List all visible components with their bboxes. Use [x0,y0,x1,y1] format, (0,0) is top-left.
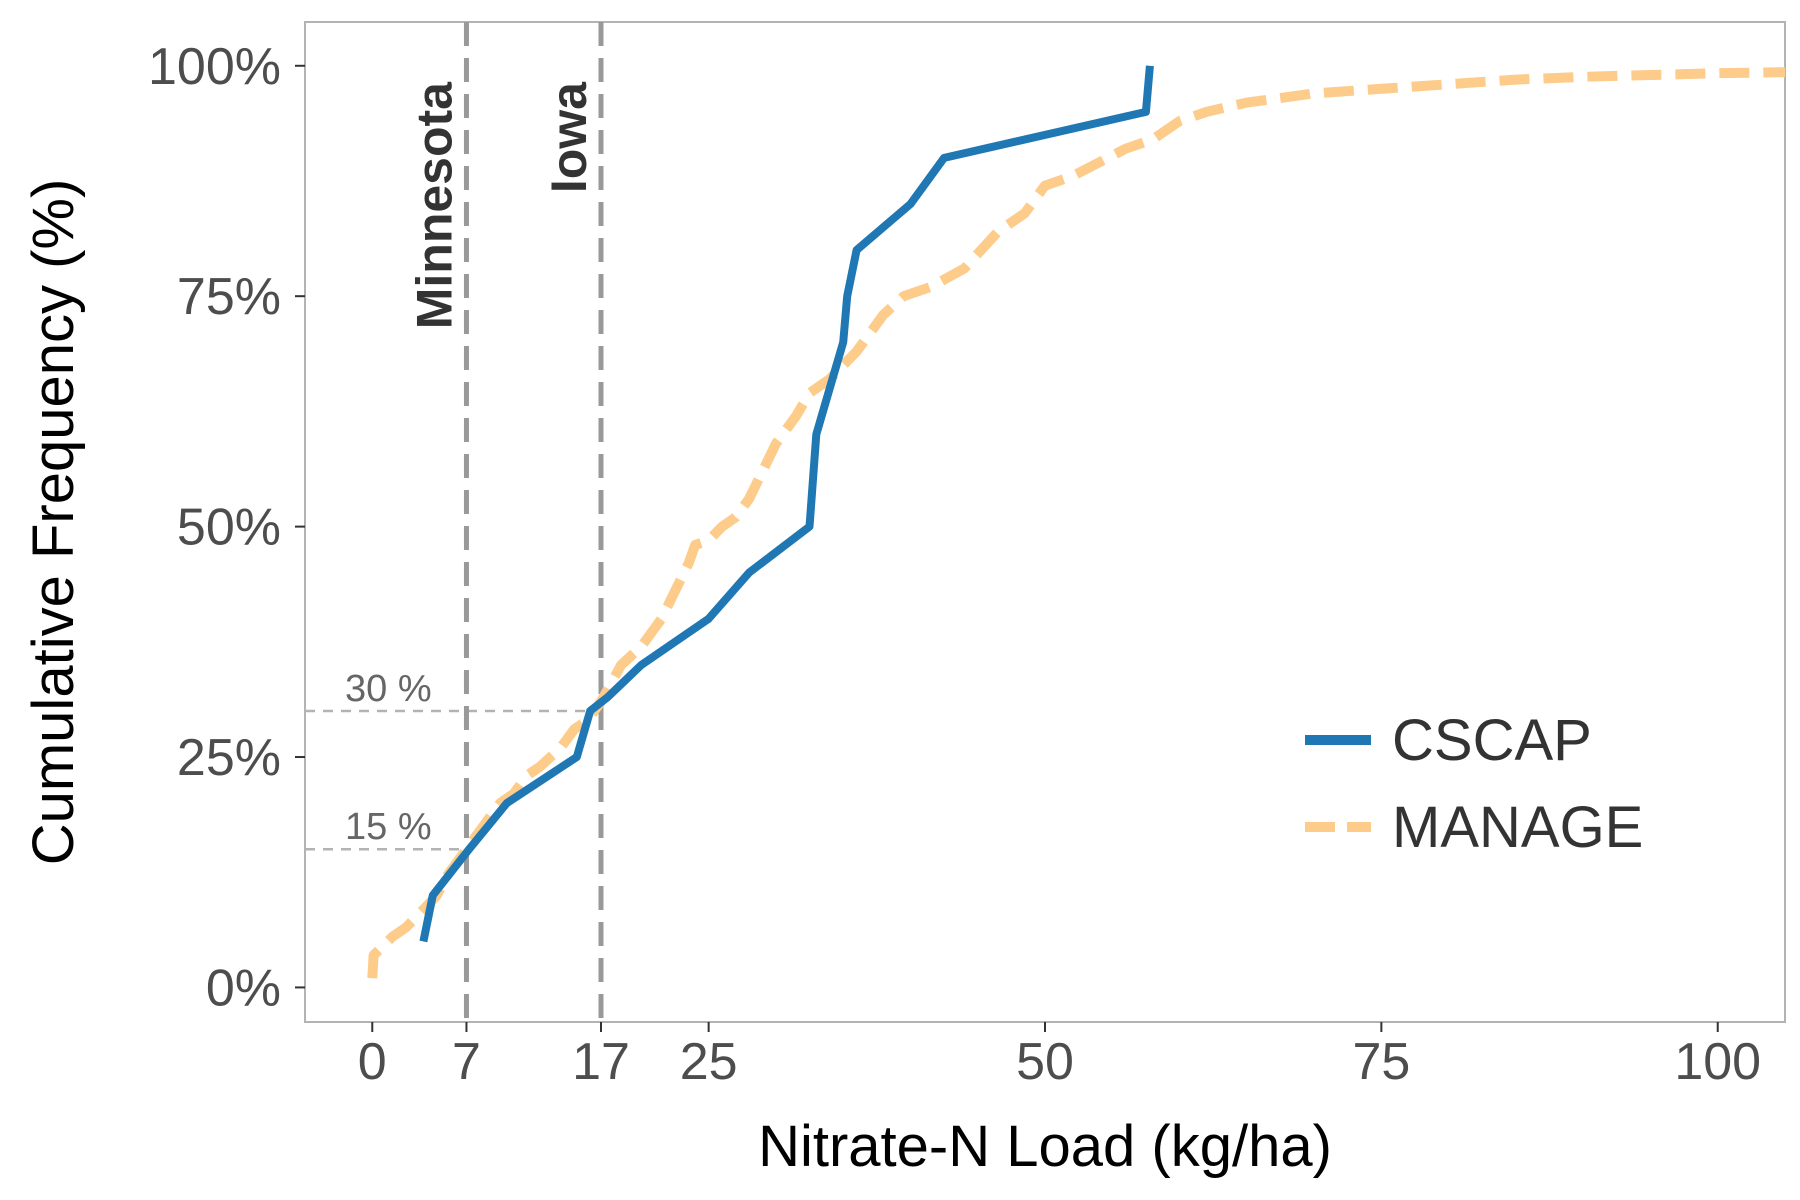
x-tick-label: 0 [358,1033,387,1091]
x-tick-label: 50 [1016,1033,1074,1091]
series-line-cscap [419,65,1154,943]
reference-label-iowa: Iowa [541,81,597,193]
y-tick-label: 0% [206,959,281,1017]
state-reference-lines: Minnesota Iowa [406,22,604,1022]
threshold-label-30: 30 % [345,668,432,710]
legend-label-cscap: CSCAP [1392,708,1592,773]
series-lines [367,65,1786,979]
x-tick-label: 75 [1352,1033,1410,1091]
y-tick-label: 50% [177,499,281,557]
x-tick-label: 7 [452,1033,481,1091]
y-axis-title: Cumulative Frequency (%) [21,179,86,866]
x-tick-label: 17 [572,1033,630,1091]
threshold-lines: 15 % 30 % [305,668,601,851]
y-tick-label: 100% [148,38,281,96]
y-tick-label: 25% [177,729,281,787]
x-axis-ticks: 0 7 17 25 50 75 100 [358,1022,1761,1091]
x-tick-label: 100 [1674,1033,1761,1091]
x-tick-label: 25 [680,1033,738,1091]
x-axis-title: Nitrate-N Load (kg/ha) [758,1114,1332,1179]
y-axis-ticks: 0% 25% 50% 75% 100% [148,38,305,1017]
legend-label-manage: MANAGE [1392,795,1643,860]
plot-panel-border [304,21,1786,1023]
reference-label-minnesota: Minnesota [406,81,462,329]
threshold-label-15: 15 % [345,806,432,848]
legend: CSCAP MANAGE [1305,708,1643,860]
y-tick-label: 75% [177,268,281,326]
